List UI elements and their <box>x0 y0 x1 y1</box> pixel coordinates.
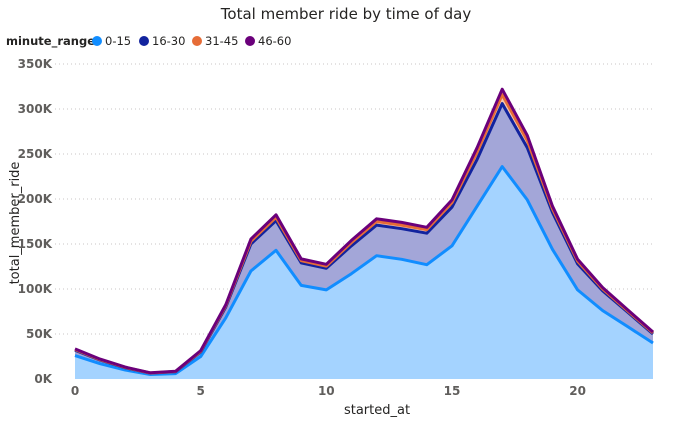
x-tick-label: 0 <box>71 384 79 398</box>
x-axis-ticks: 0 5 10 15 20 <box>71 384 586 398</box>
x-tick-label: 15 <box>444 384 461 398</box>
legend-label: 16-30 <box>152 34 185 48</box>
y-tick-label: 250K <box>18 147 53 161</box>
legend-marker <box>192 36 202 46</box>
y-tick-label: 300K <box>18 102 53 116</box>
chart-title: Total member ride by time of day <box>220 5 472 23</box>
series-area-16-30 <box>75 103 653 375</box>
y-axis-ticks: 0K 50K 100K 150K 200K 250K 300K 350K <box>18 57 53 386</box>
legend-label: 31-45 <box>205 34 238 48</box>
x-tick-label: 20 <box>569 384 586 398</box>
x-tick-label: 10 <box>318 384 335 398</box>
legend-marker <box>245 36 255 46</box>
series-area-0-15 <box>75 166 653 379</box>
plot-area <box>74 87 654 379</box>
legend-item-31-45[interactable]: 31-45 <box>192 34 238 48</box>
legend: minute_range 0-15 16-30 31-45 46-60 <box>6 34 291 49</box>
legend-label: 46-60 <box>258 34 291 48</box>
y-tick-label: 0K <box>34 372 52 386</box>
legend-item-46-60[interactable]: 46-60 <box>245 34 291 48</box>
x-tick-label: 5 <box>196 384 204 398</box>
legend-title: minute_range <box>6 34 95 49</box>
series-line-46-60 <box>74 87 654 375</box>
series-line-0-15 <box>74 165 654 376</box>
legend-label: 0-15 <box>105 34 131 48</box>
y-tick-label: 100K <box>18 282 53 296</box>
y-tick-label: 50K <box>26 327 53 341</box>
y-tick-label: 150K <box>18 237 53 251</box>
y-tick-label: 350K <box>18 57 53 71</box>
legend-marker <box>92 36 102 46</box>
legend-item-0-15[interactable]: 0-15 <box>92 34 131 48</box>
x-axis-title: started_at <box>344 403 410 418</box>
y-axis-title: total_member_ride <box>8 162 23 285</box>
legend-item-16-30[interactable]: 16-30 <box>139 34 185 48</box>
legend-marker <box>139 36 149 46</box>
y-tick-label: 200K <box>18 192 53 206</box>
